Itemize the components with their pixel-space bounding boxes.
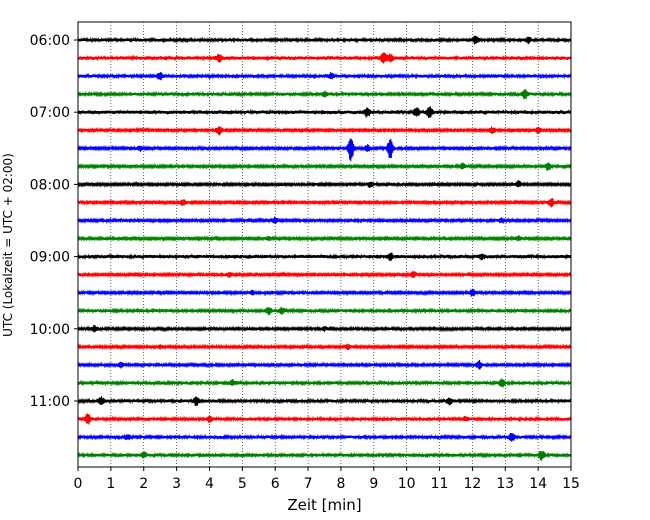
x-tick-label: 4 [205,476,214,492]
y-tick-label: 09:00 [30,250,70,266]
trace-0830 [77,216,572,225]
trace-1030 [77,360,572,370]
y-tick-label: 07:00 [30,105,70,121]
trace-0715 [77,126,572,136]
x-tick-label: 13 [496,476,514,492]
trace-1100 [77,396,572,406]
trace-1115 [77,413,572,425]
trace-0915 [77,270,572,279]
x-tick-label: 12 [463,476,481,492]
x-tick-label: 0 [74,476,83,492]
trace-0630 [77,71,572,81]
trace-0615 [77,52,572,64]
trace-1045 [77,378,572,388]
trace-0600 [77,35,572,45]
grid-lines [110,22,539,467]
y-axis-label: UTC (Lokalzeit = UTC + 02:00) [1,153,15,337]
trace-0930 [77,288,572,297]
trace-1015 [77,343,572,351]
y-axis-ticks: 06:00 07:00 08:00 09:00 10:00 11:00 [30,33,78,410]
x-tick-label: 15 [562,476,580,492]
y-tick-label: 08:00 [30,177,70,193]
trace-1145 [77,450,572,461]
trace-0745 [77,162,572,171]
x-tick-label: 6 [271,476,280,492]
trace-0700 [77,105,572,118]
x-tick-label: 11 [431,476,449,492]
y-tick-label: 11:00 [30,394,70,410]
x-tick-label: 9 [369,476,378,492]
trace-0945 [77,306,572,316]
x-axis-ticks: 0 1 2 3 4 5 6 7 8 9 10 11 12 13 14 15 [74,467,580,492]
trace-0900 [77,252,572,261]
trace-0645 [77,89,572,100]
trace-0800 [77,180,572,188]
plot-frame [77,21,572,468]
trace-0730 [77,138,572,162]
trace-1130 [77,432,572,442]
y-tick-label: 06:00 [30,33,70,49]
x-tick-label: 7 [304,476,313,492]
trace-0845 [77,234,572,243]
x-tick-label: 10 [398,476,416,492]
x-tick-label: 5 [238,476,247,492]
x-tick-label: 3 [172,476,181,492]
seismogram-traces [77,35,572,461]
x-tick-label: 2 [139,476,148,492]
x-tick-label: 14 [529,476,547,492]
x-tick-label: 1 [106,476,115,492]
trace-1000 [77,324,572,333]
y-tick-label: 10:00 [30,322,70,338]
x-axis-label: Zeit [min] [287,496,361,514]
trace-0815 [77,198,572,208]
x-tick-label: 8 [336,476,345,492]
